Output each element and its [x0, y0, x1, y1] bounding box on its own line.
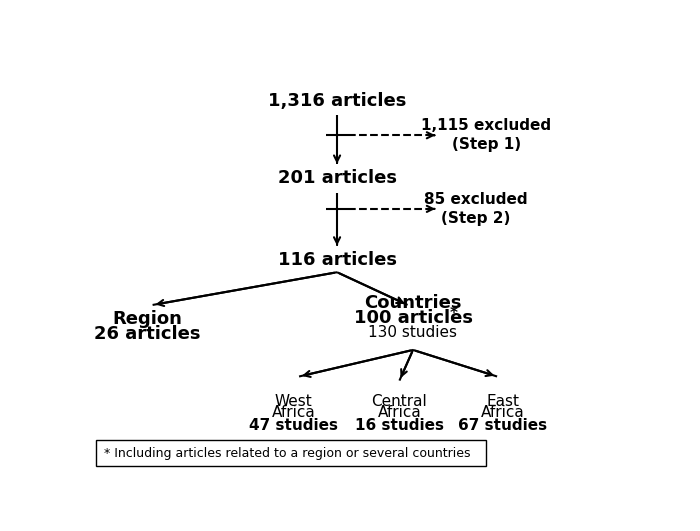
Text: 26 articles: 26 articles: [94, 324, 200, 342]
Text: Africa: Africa: [481, 405, 524, 419]
FancyBboxPatch shape: [96, 440, 486, 466]
Text: Central: Central: [372, 393, 427, 408]
Text: 130 studies: 130 studies: [368, 326, 458, 340]
Text: *: *: [449, 306, 458, 321]
Text: 16 studies: 16 studies: [355, 418, 444, 433]
Text: 116 articles: 116 articles: [277, 251, 396, 269]
Text: * Including articles related to a region or several countries: * Including articles related to a region…: [104, 447, 470, 460]
Text: Region: Region: [112, 310, 182, 328]
Text: 1,316 articles: 1,316 articles: [268, 91, 406, 109]
Text: East: East: [486, 393, 519, 408]
Text: 1,115 excluded
(Step 1): 1,115 excluded (Step 1): [421, 118, 552, 152]
Text: 100 articles: 100 articles: [354, 309, 472, 327]
Text: 47 studies: 47 studies: [249, 418, 338, 433]
Text: 67 studies: 67 studies: [458, 418, 547, 433]
Text: West: West: [275, 393, 312, 408]
Text: Africa: Africa: [272, 405, 316, 419]
Text: 201 articles: 201 articles: [277, 169, 396, 187]
Text: Countries: Countries: [364, 294, 462, 312]
Text: Africa: Africa: [377, 405, 421, 419]
Text: 85 excluded
(Step 2): 85 excluded (Step 2): [424, 192, 527, 226]
